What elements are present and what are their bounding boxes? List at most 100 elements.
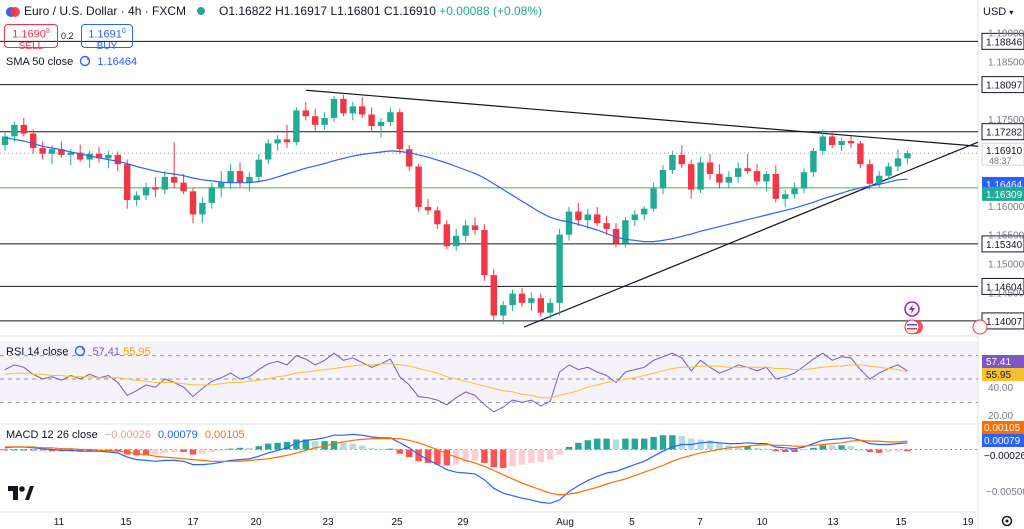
macd-pane[interactable]: [0, 433, 978, 504]
macd-histogram-bar: [565, 447, 573, 450]
buy-button[interactable]: 1.16910 BUY: [81, 24, 133, 52]
us-flag-icon-2[interactable]: [904, 319, 920, 335]
candle-body: [133, 195, 140, 200]
price-tick-label: 1.15000: [988, 260, 1024, 271]
macd-histogram-bar: [669, 435, 676, 450]
gear-icon[interactable]: [1000, 514, 1014, 528]
macd-histogram-bar: [246, 447, 253, 450]
candle-body: [406, 149, 413, 167]
sma-legend[interactable]: SMA 50 close 1.16464: [6, 55, 137, 68]
time-axis[interactable]: 11 15 17 20 23 25 29 Aug 5 7 10 13 15 19: [54, 517, 974, 528]
macd-histogram-bar: [490, 449, 497, 468]
candle-body: [744, 168, 751, 172]
eu-us-flag-icon: [6, 7, 20, 17]
high-value: H1.16917: [275, 4, 328, 18]
candle-body: [575, 211, 582, 221]
currency-button[interactable]: USD ▾: [983, 2, 1019, 22]
macd-histogram-bar: [330, 441, 338, 450]
candle-body: [443, 224, 450, 247]
macd-histogram-bar: [716, 442, 723, 450]
rsi-ma-line: [4, 363, 908, 399]
macd-hist-value-label: −0.00026: [984, 451, 1024, 462]
candle-body: [359, 106, 366, 115]
change-value: +0.00088 (+0.08%): [439, 4, 542, 18]
macd-histogram-bar: [142, 449, 150, 456]
candle-body: [180, 182, 187, 192]
green-level-label: 1.16309: [986, 190, 1023, 201]
candle-body: [866, 164, 873, 184]
candle-body: [161, 176, 168, 190]
macd-legend[interactable]: MACD 12 26 close −0.00026 0.00079 0.0010…: [6, 429, 245, 441]
time-tick-label: 19: [962, 517, 974, 528]
macd-histogram-bar: [763, 448, 770, 450]
macd-value-label: 0.00079: [984, 436, 1021, 447]
candle-body: [838, 141, 845, 146]
settings-cycle-icon[interactable]: [74, 345, 86, 357]
price-pane[interactable]: [0, 40, 979, 328]
macd-line: [4, 433, 908, 504]
candle-body: [114, 154, 121, 165]
chevron-down-icon: ▾: [1009, 8, 1014, 17]
level-label-1: 1.18097: [986, 81, 1023, 92]
signal-label-box: [982, 421, 1024, 434]
macd-histogram-bar: [208, 449, 215, 453]
symbol-title[interactable]: Euro / U.S. Dollar · 4h · FXCM: [24, 4, 187, 18]
us-flag-icon-3[interactable]: [972, 319, 988, 335]
rsi-pane[interactable]: [0, 352, 978, 413]
macd-histogram-bar: [528, 449, 535, 463]
candle-body: [772, 174, 779, 199]
settings-cycle-icon[interactable]: [79, 55, 91, 67]
sell-button[interactable]: 1.16908 SELL: [4, 24, 58, 52]
level-label-2: 1.17282: [986, 128, 1023, 139]
event-icons[interactable]: [904, 301, 988, 335]
candle-body: [368, 114, 375, 127]
candle-body: [584, 214, 591, 221]
macd-histogram-bar: [706, 440, 714, 450]
sma-legend-label: SMA 50 close: [6, 56, 74, 68]
candle-body: [142, 187, 150, 196]
rsi-ma-legend-value: 55.95: [123, 346, 151, 358]
candle-body: [39, 148, 46, 154]
macd-histogram-bar: [265, 443, 272, 450]
buy-price: 1.1691: [88, 28, 122, 41]
macd-histogram-bar: [612, 439, 620, 450]
macd-histogram-bar: [838, 445, 845, 450]
macd-histogram-bar: [152, 449, 159, 455]
candle-body: [547, 302, 554, 313]
macd-histogram-bar: [603, 438, 610, 450]
macd-histogram-bar: [791, 449, 798, 453]
time-tick-label: 5: [629, 517, 635, 528]
candle-body: [782, 194, 789, 199]
rsi-legend[interactable]: RSI 14 close 57.41 55.95: [6, 345, 151, 358]
macd-histogram-bar: [396, 449, 403, 454]
candle-body: [255, 159, 262, 177]
macd-histogram-bar: [1, 449, 9, 451]
candle-body: [594, 214, 601, 224]
time-tick-label: 10: [756, 517, 768, 528]
tradingview-logo-icon[interactable]: [8, 486, 34, 500]
level-label-0: 1.18846: [986, 37, 1023, 48]
candle-body: [236, 171, 244, 183]
price-axis[interactable]: 1.18846 1.18097 1.17282 1.15340 1.14604 1.140…: [981, 28, 1024, 498]
candle-body: [800, 172, 808, 189]
rsi-band-fill: [0, 341, 978, 401]
time-tick-label: 13: [827, 517, 839, 528]
time-tick-label: 11: [54, 517, 65, 528]
signal-value-label: 0.00105: [984, 423, 1021, 434]
candle-body: [565, 211, 573, 235]
macd-tick-label: −0.00500: [986, 487, 1024, 498]
macd-histogram-bar: [509, 449, 516, 467]
sell-price: 1.1690: [12, 28, 46, 41]
macd-hist-legend-value: −0.00026: [104, 429, 151, 441]
candle-body: [396, 112, 403, 150]
macd-histogram-bar: [387, 448, 394, 450]
candle-body: [189, 191, 197, 215]
signal-line: [5, 438, 908, 496]
candle-body: [105, 154, 112, 159]
candle-body: [763, 174, 770, 182]
time-tick-label: 23: [322, 517, 334, 528]
rsi-ma-label-box: [982, 368, 1024, 381]
macd-histogram-bar: [218, 449, 225, 451]
candle-body: [857, 143, 864, 165]
